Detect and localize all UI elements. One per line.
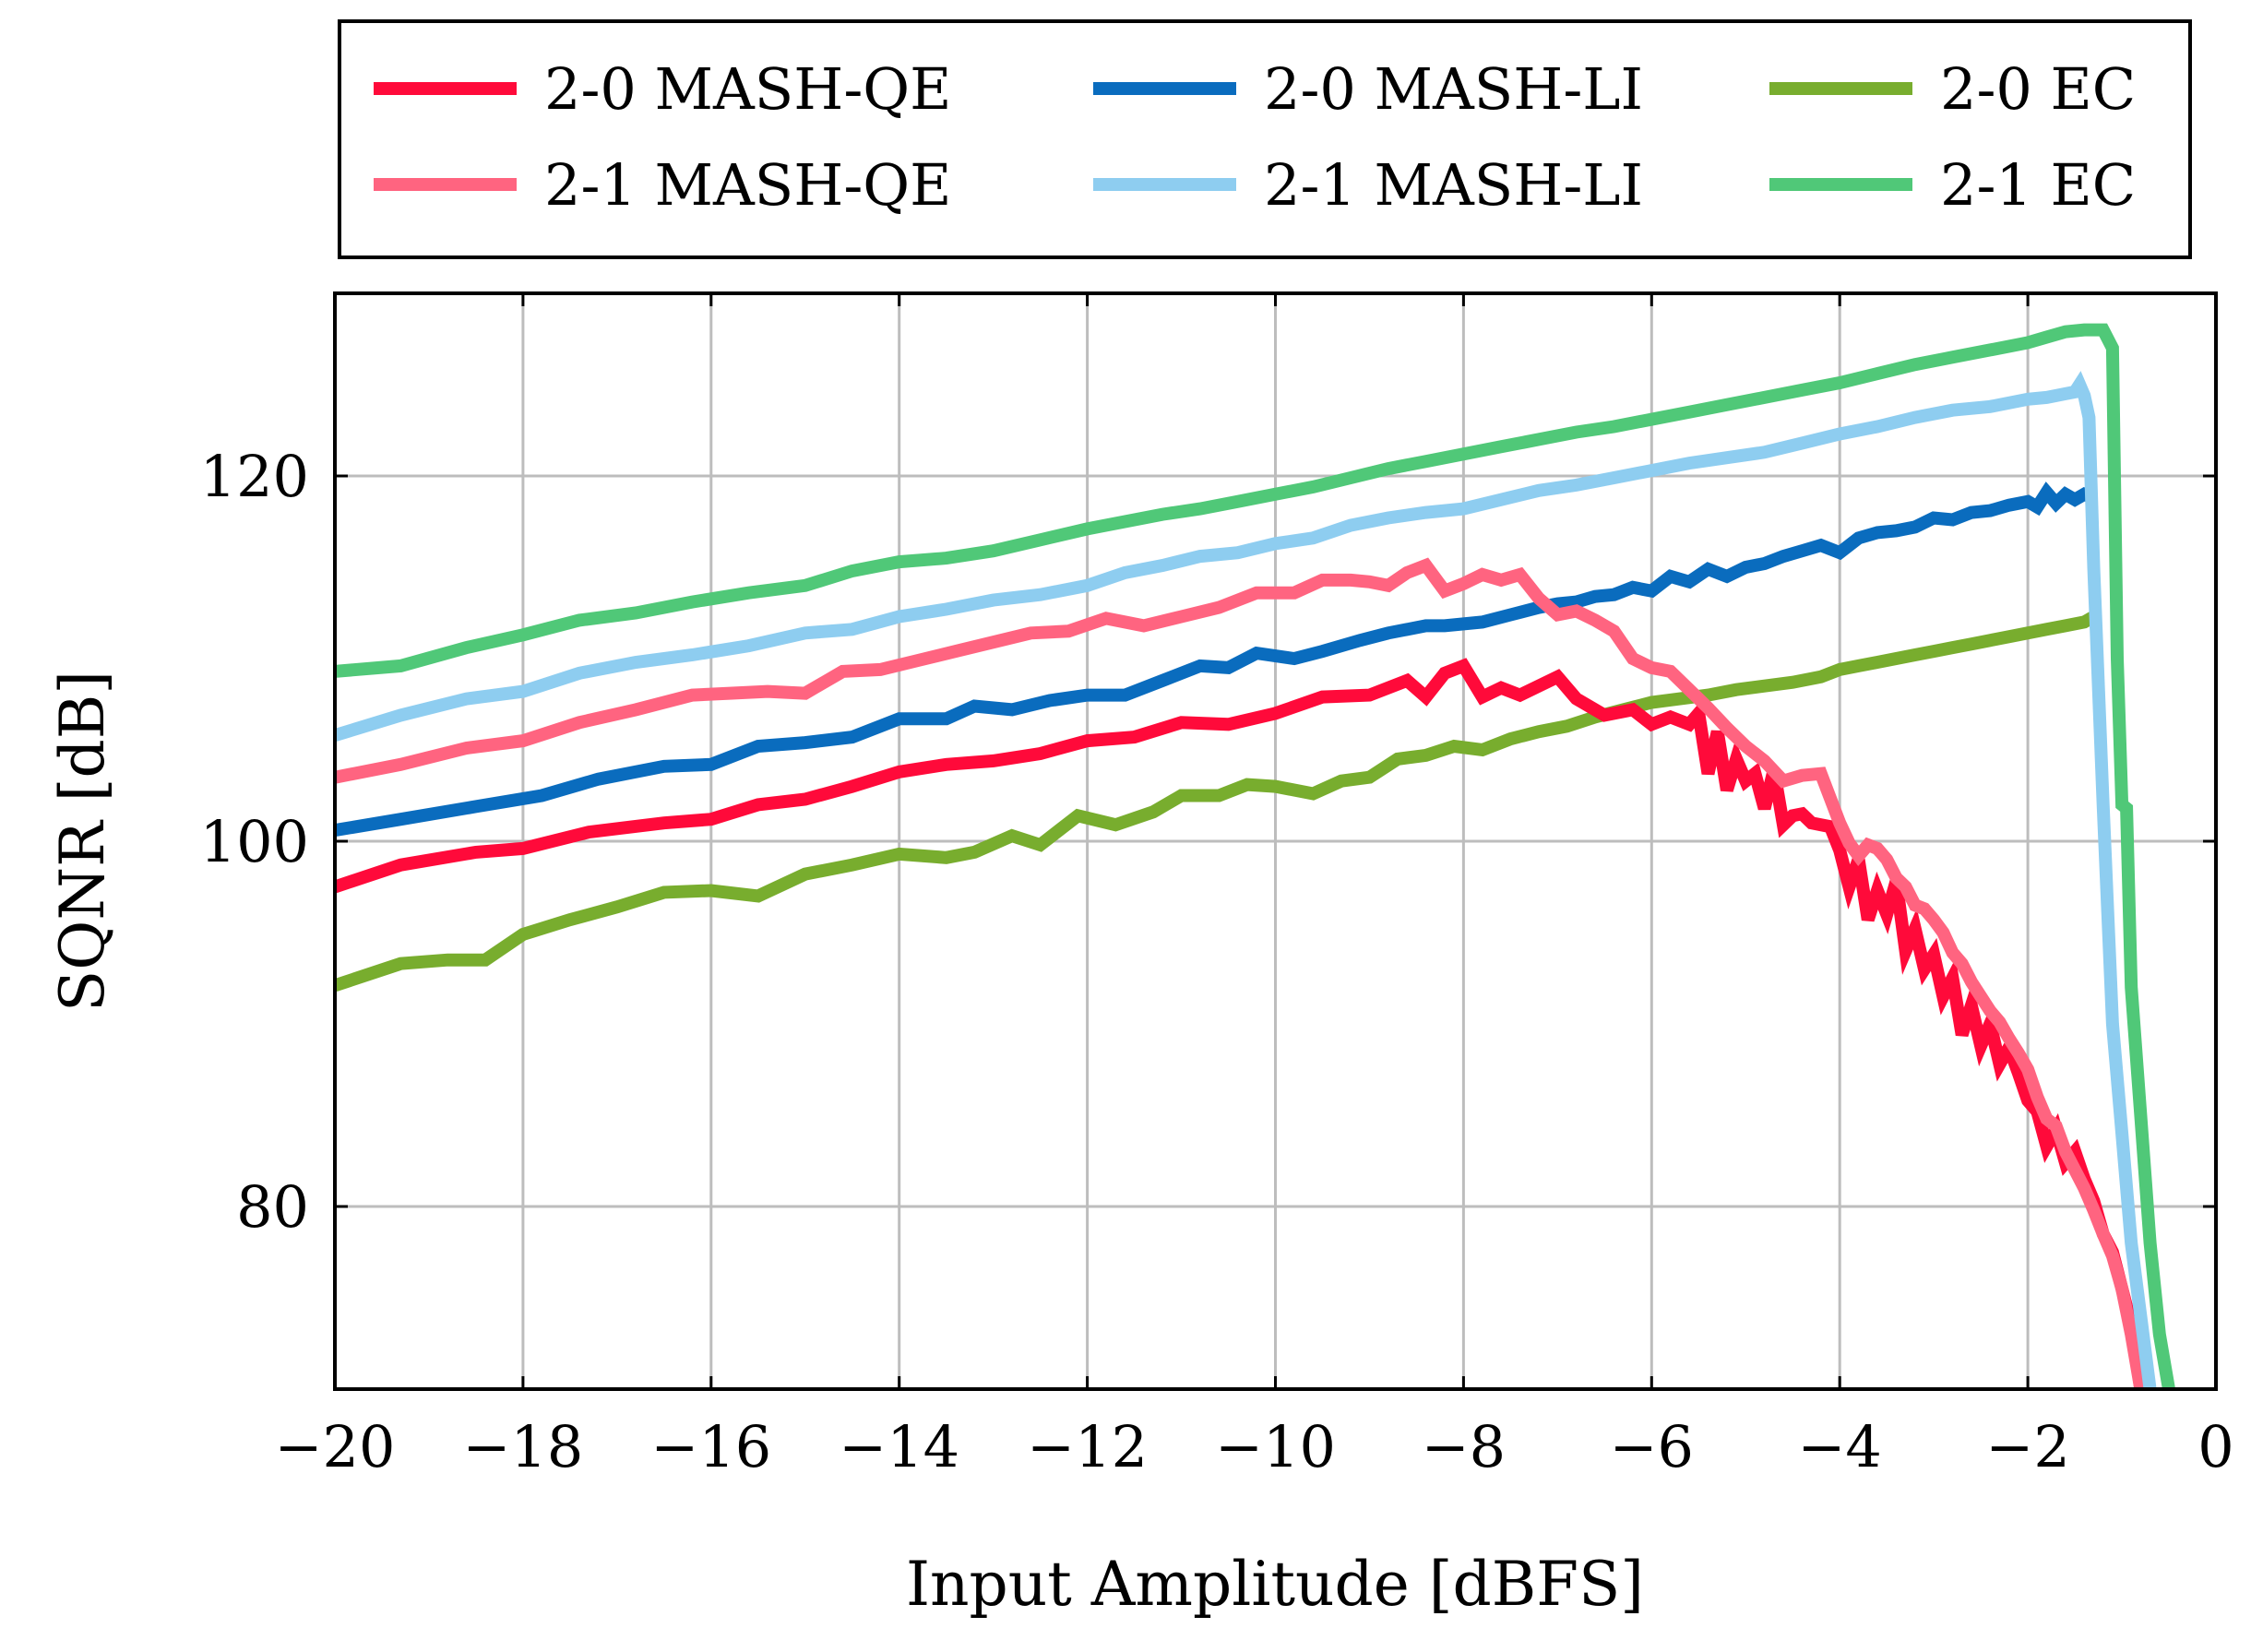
x-tick-label: −16	[650, 1413, 771, 1480]
series-line-2-1-ec	[335, 323, 2175, 1389]
x-axis-label: Input Amplitude [dBFS]	[906, 1549, 1644, 1620]
legend-entry-2-1-ec: 2-1 EC	[1769, 151, 2136, 219]
legend-entry-2-0-mash-qe: 2-0 MASH-QE	[374, 55, 951, 123]
legend-entry-2-1-mash-qe: 2-1 MASH-QE	[374, 151, 951, 219]
grid	[335, 293, 2216, 1389]
legend: 2-0 MASH-QE 2-0 MASH-LI 2-0 EC 2-1 MASH-…	[338, 19, 2192, 259]
legend-entry-2-0-ec: 2-0 EC	[1769, 55, 2136, 123]
legend-label: 2-1 MASH-LI	[1264, 151, 1643, 219]
legend-label: 2-1 MASH-QE	[544, 151, 951, 219]
x-tick-label: −8	[1422, 1413, 1506, 1480]
legend-entry-2-1-mash-li: 2-1 MASH-LI	[1093, 151, 1643, 219]
x-tick-label: −20	[275, 1413, 396, 1480]
x-tick-label: −6	[1610, 1413, 1694, 1480]
x-tick-label: −4	[1797, 1413, 1881, 1480]
y-axis-label: SQNR [dB]	[47, 671, 118, 1012]
y-axis-ticks: 80 100 120	[200, 443, 2216, 1241]
x-tick-label: −18	[462, 1413, 583, 1480]
y-tick-label: 80	[236, 1173, 309, 1241]
series-line-2-0-ec	[335, 611, 2098, 992]
series-line-2-0-mash-li	[335, 481, 2097, 838]
series-layer	[335, 323, 2175, 1389]
x-tick-label: −10	[1215, 1413, 1336, 1480]
x-tick-label: −2	[1985, 1413, 2069, 1480]
x-tick-label: −12	[1027, 1413, 1148, 1480]
series-line-2-1-mash-li	[335, 371, 2157, 1389]
y-tick-label: 120	[200, 443, 309, 510]
legend-label: 2-1 EC	[1940, 151, 2136, 219]
series-line-2-1-mash-qe	[335, 557, 2148, 1389]
x-tick-label: 0	[2197, 1413, 2233, 1480]
x-axis-ticks: −20 −18 −16 −14 −12 −10 −8 −6 −4 −2 0	[275, 293, 2234, 1480]
legend-label: 2-0 EC	[1940, 55, 2136, 123]
x-tick-label: −14	[839, 1413, 959, 1480]
legend-label: 2-0 MASH-LI	[1264, 55, 1643, 123]
series-line-2-0-mash-qe	[335, 658, 2148, 1389]
legend-box	[338, 19, 2192, 259]
legend-entry-2-0-mash-li: 2-0 MASH-LI	[1093, 55, 1643, 123]
y-tick-label: 100	[200, 808, 309, 875]
legend-label: 2-0 MASH-QE	[544, 55, 951, 123]
